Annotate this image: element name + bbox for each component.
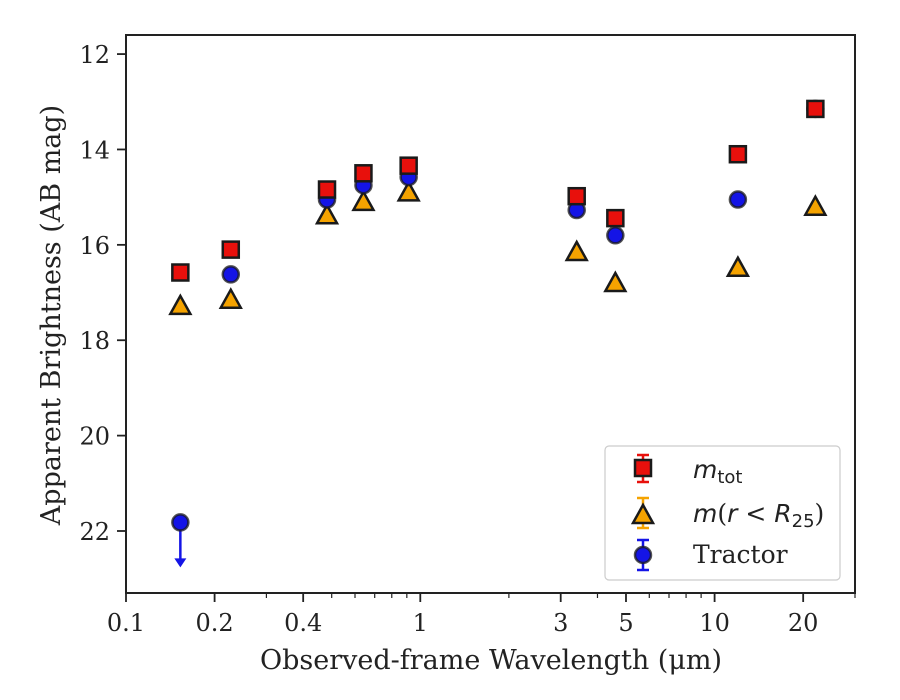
data-point-triangle bbox=[351, 189, 376, 212]
x-tick-label-20: 20 bbox=[788, 609, 819, 637]
x-tick-label-10: 10 bbox=[699, 609, 730, 637]
legend-entry-tractor: Tractor bbox=[633, 538, 788, 572]
legend-label-tractor: Tractor bbox=[693, 540, 788, 569]
series-triangle bbox=[168, 179, 828, 316]
x-tick-label-0.2: 0.2 bbox=[196, 609, 234, 637]
data-point-triangle bbox=[803, 194, 828, 216]
data-point-square bbox=[567, 186, 586, 206]
data-point-circle bbox=[606, 226, 625, 245]
legend-label-tot: mtot bbox=[693, 455, 743, 488]
legend-marker-square bbox=[633, 458, 653, 478]
x-tick-label-0.1: 0.1 bbox=[107, 609, 145, 637]
legend-entry-r25: m(r < R25) bbox=[630, 496, 824, 532]
data-point-square bbox=[606, 208, 625, 228]
y-tick-label-18: 18 bbox=[79, 327, 110, 355]
plot-frame bbox=[125, 34, 856, 594]
data-point-square bbox=[806, 99, 825, 119]
legend-frame bbox=[604, 445, 841, 581]
x-axis-title: Observed-frame Wavelength (μm) bbox=[260, 645, 722, 676]
legend-marker-circle bbox=[633, 545, 653, 565]
data-point-square bbox=[171, 263, 190, 282]
y-tick-label-22: 22 bbox=[79, 518, 110, 546]
data-point-triangle bbox=[564, 239, 589, 262]
x-tick-label-5: 5 bbox=[618, 609, 633, 637]
data-point-triangle bbox=[725, 255, 751, 277]
upper-limit-arrowhead bbox=[174, 558, 187, 568]
series-square bbox=[171, 99, 825, 282]
legend-entry-tot: mtot bbox=[633, 453, 743, 488]
legend-label-r25: m(r < R25) bbox=[693, 499, 824, 532]
data-point-triangle bbox=[603, 270, 628, 293]
y-tick-label-12: 12 bbox=[79, 41, 110, 69]
data-point-square bbox=[317, 180, 337, 199]
y-tick-label-20: 20 bbox=[79, 423, 110, 451]
data-point-square bbox=[221, 240, 241, 259]
y-tick-label-14: 14 bbox=[79, 136, 110, 164]
data-point-triangle bbox=[396, 179, 421, 202]
y-tick-label-16: 16 bbox=[79, 232, 110, 260]
x-tick-label-1: 1 bbox=[413, 609, 428, 637]
data-point-triangle bbox=[168, 293, 193, 316]
y-axis-title: Apparent Brightness (AB mag) bbox=[36, 105, 67, 526]
x-tick-label-0.4: 0.4 bbox=[284, 609, 322, 637]
data-point-triangle bbox=[218, 287, 243, 309]
data-point-circle bbox=[221, 265, 241, 284]
data-point-square bbox=[354, 164, 373, 183]
data-point-circle bbox=[171, 513, 190, 532]
data-point-square bbox=[728, 144, 748, 164]
data-point-square bbox=[399, 156, 418, 175]
legend: mtot m(r < R25) Tractor bbox=[604, 445, 841, 581]
data-point-circle bbox=[728, 190, 748, 209]
legend-marker-triangle bbox=[630, 502, 656, 525]
x-tick-label-3: 3 bbox=[553, 609, 568, 637]
data-point-triangle bbox=[314, 202, 340, 225]
